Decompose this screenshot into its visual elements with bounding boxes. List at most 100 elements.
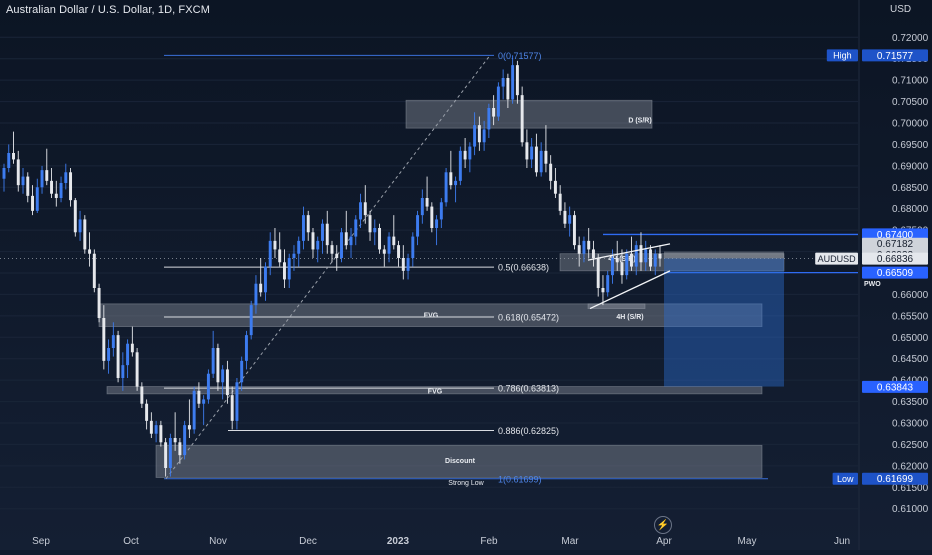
candle-body xyxy=(620,262,624,276)
candle-body xyxy=(73,200,77,233)
currency-label[interactable]: USD xyxy=(890,4,912,15)
candle xyxy=(249,300,253,340)
candle-body xyxy=(563,210,567,224)
candle-body xyxy=(221,369,225,383)
candle-body xyxy=(615,258,619,263)
candle-body xyxy=(587,240,591,250)
x-tick-label: 2023 xyxy=(387,536,410,547)
candle xyxy=(492,95,496,126)
candle-body xyxy=(658,253,662,259)
candle xyxy=(568,206,572,237)
candle xyxy=(40,165,44,194)
candle-body xyxy=(359,202,362,220)
x-tick-label: Mar xyxy=(561,536,579,547)
candle xyxy=(416,210,420,246)
fib-label: 0.618(0.65472) xyxy=(498,313,559,323)
price-tag-bg xyxy=(862,237,928,250)
candle xyxy=(116,330,120,383)
candle xyxy=(78,210,82,241)
candle xyxy=(549,155,553,190)
candle xyxy=(7,144,11,173)
candle-body xyxy=(102,318,106,361)
candle xyxy=(401,245,405,280)
price-tag-label-bg xyxy=(826,49,858,62)
candle-body xyxy=(2,168,6,179)
candle-body xyxy=(454,180,458,186)
price-tag-label: AUDUSD xyxy=(818,254,857,264)
y-tick-label: 0.65000 xyxy=(892,333,929,344)
candle-body xyxy=(401,258,405,271)
price-tag-label: Low xyxy=(837,474,854,484)
x-tick-label: Jun xyxy=(834,536,850,547)
candle-body xyxy=(45,170,49,181)
candle-body xyxy=(549,163,553,181)
candle-body xyxy=(83,219,87,250)
candle xyxy=(311,228,315,258)
candle xyxy=(321,219,324,254)
price-tag-bg xyxy=(862,252,928,265)
candle xyxy=(168,433,172,477)
candle-body xyxy=(553,180,557,194)
lightning-icon[interactable]: ⚡ xyxy=(654,516,672,534)
candle-body xyxy=(644,249,648,263)
y-tick-label: 0.65500 xyxy=(892,311,929,322)
y-tick-label: 0.62000 xyxy=(892,461,929,472)
candle xyxy=(477,116,481,151)
candle-body xyxy=(92,253,96,288)
candle xyxy=(439,198,443,228)
zone-box xyxy=(106,386,763,395)
candle xyxy=(644,240,648,271)
candle-body xyxy=(572,215,576,246)
candle xyxy=(539,142,543,177)
candle xyxy=(625,249,629,280)
candle xyxy=(639,232,643,271)
candle-body xyxy=(311,232,315,250)
candle xyxy=(596,253,600,297)
candle-body xyxy=(520,95,524,143)
y-tick-label: 0.68500 xyxy=(892,183,929,194)
candle-body xyxy=(50,180,54,194)
candle xyxy=(544,125,548,173)
candle xyxy=(111,322,115,357)
candle-body xyxy=(273,240,277,250)
fib-label: 0.5(0.66638) xyxy=(498,263,549,273)
candle xyxy=(316,236,320,263)
candle-body xyxy=(321,223,324,241)
candle xyxy=(69,168,73,207)
y-tick-label: 0.71000 xyxy=(892,76,929,87)
candle xyxy=(591,240,595,267)
candle-body xyxy=(287,258,291,280)
candle-body xyxy=(140,386,144,404)
candle xyxy=(230,386,234,430)
zone-label: FVG xyxy=(428,388,443,395)
candle xyxy=(335,245,339,271)
candle xyxy=(515,60,519,104)
candle-body xyxy=(59,183,63,198)
candle-body xyxy=(591,249,595,258)
candle xyxy=(615,240,619,271)
candle-body xyxy=(582,240,586,254)
candle xyxy=(363,185,367,224)
candle-body xyxy=(135,352,139,387)
candle xyxy=(420,189,424,224)
candle-body xyxy=(515,65,519,96)
candle-body xyxy=(397,245,401,258)
candle xyxy=(97,283,101,323)
candle xyxy=(140,382,144,408)
candle-body xyxy=(649,249,652,267)
x-tick-label: Feb xyxy=(480,536,498,547)
candle xyxy=(430,202,434,233)
candle xyxy=(206,369,210,404)
candle xyxy=(35,178,39,213)
fib-trendline xyxy=(165,55,491,480)
candle xyxy=(344,210,348,250)
candle xyxy=(387,232,391,263)
candle-body xyxy=(69,172,73,201)
candle xyxy=(306,210,310,241)
y-tick-label: 0.69500 xyxy=(892,140,929,151)
candle-body xyxy=(625,253,629,276)
candle xyxy=(649,245,652,271)
candle-body xyxy=(325,223,329,246)
